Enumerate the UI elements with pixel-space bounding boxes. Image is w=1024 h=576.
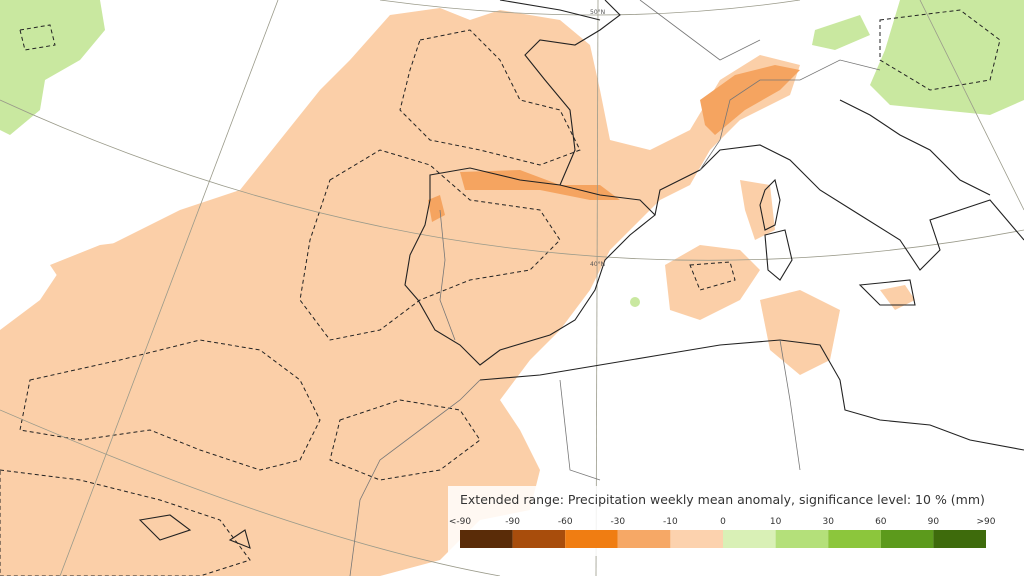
latitude-label: 50°N bbox=[590, 9, 605, 16]
legend-swatch bbox=[828, 530, 881, 548]
legend-label: -10 bbox=[663, 517, 678, 527]
legend-label: -60 bbox=[558, 517, 573, 527]
border bbox=[349, 0, 881, 576]
legend-swatch bbox=[775, 530, 829, 548]
legend-label: <-90 bbox=[449, 517, 472, 527]
legend-swatch bbox=[723, 530, 776, 548]
legend-swatch bbox=[512, 530, 566, 548]
negative-anomaly bbox=[0, 8, 915, 576]
legend-label: -90 bbox=[505, 517, 520, 527]
legend-swatch bbox=[617, 530, 671, 548]
legend-swatch bbox=[880, 530, 934, 548]
legend-swatch bbox=[670, 530, 723, 548]
legend-swatch bbox=[933, 530, 986, 548]
significance-contour bbox=[0, 9, 1001, 576]
latitude-label: 40°N bbox=[590, 261, 605, 268]
legend-label: 30 bbox=[822, 517, 834, 527]
legend-label: 0 bbox=[720, 517, 726, 527]
legend-label: >90 bbox=[977, 517, 996, 527]
legend-title: Extended range: Precipitation weekly mea… bbox=[460, 492, 985, 507]
legend: <-90 -90 -60 -30 -10 0 10 30 60 90 >90 bbox=[449, 517, 996, 548]
legend-label: 90 bbox=[928, 517, 940, 527]
legend-label: -30 bbox=[610, 517, 625, 527]
legend-swatch bbox=[460, 530, 513, 548]
coastline bbox=[138, 0, 1024, 549]
legend-label: 10 bbox=[770, 517, 782, 527]
legend-label: 60 bbox=[875, 517, 887, 527]
legend-swatch bbox=[565, 530, 618, 548]
